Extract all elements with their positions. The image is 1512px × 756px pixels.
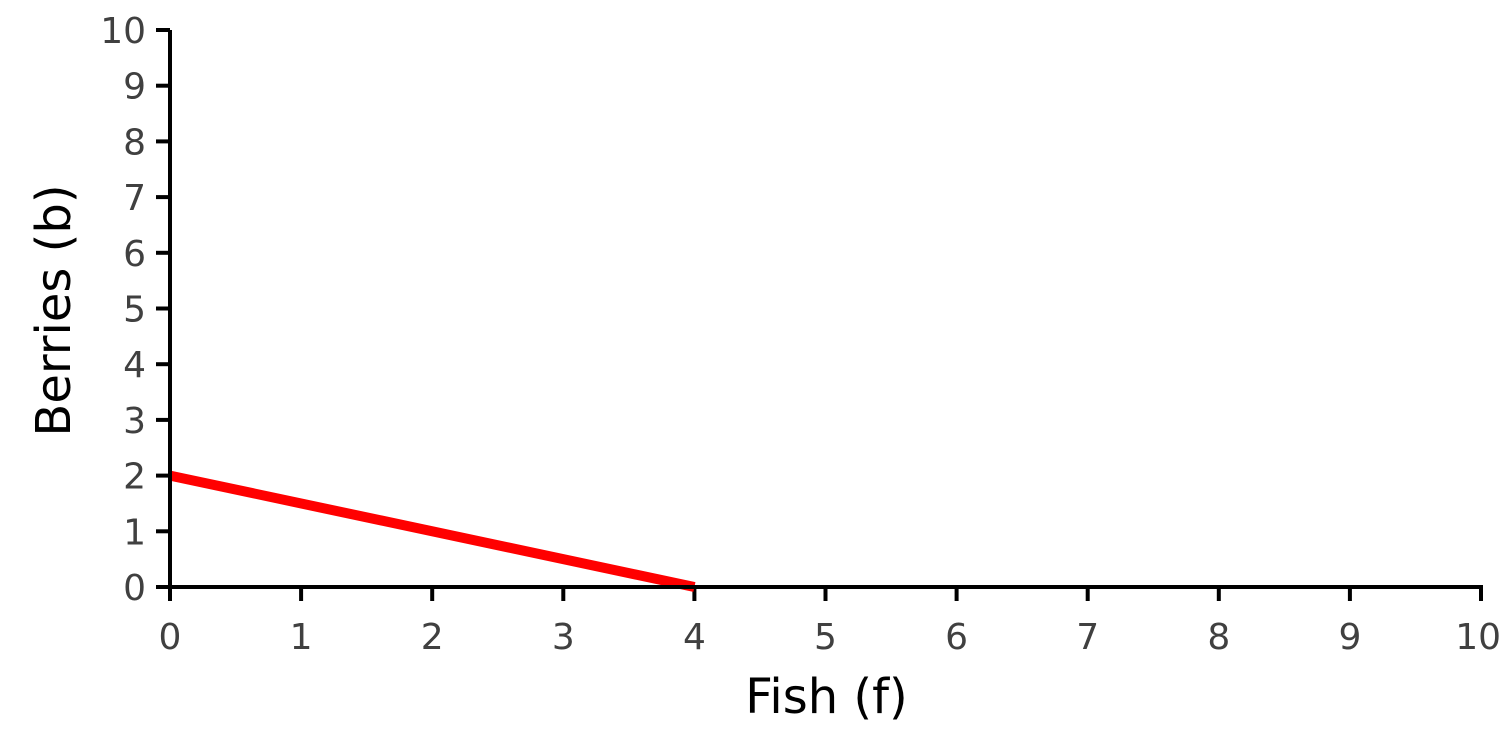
series-line-0: [168, 470, 696, 592]
y-tick-label: 2: [123, 457, 146, 498]
y-axis-title: Berries (b): [26, 184, 82, 436]
y-tick-label: 6: [123, 234, 146, 275]
x-tick-label: 3: [552, 617, 575, 658]
x-axis-title: Fish (f): [745, 669, 908, 725]
x-tick-label: 0: [159, 617, 182, 658]
x-tick-label: 5: [814, 617, 837, 658]
x-tick-label: 10: [1455, 617, 1501, 658]
x-tick-label: 2: [421, 617, 444, 658]
y-tick-label: 10: [100, 11, 146, 52]
y-axis-ticks: 0 1 2 3 4 5 6 7 8 9 10: [100, 11, 170, 609]
x-tick-label: 9: [1338, 617, 1361, 658]
x-tick-label: 8: [1207, 617, 1230, 658]
y-tick-label: 9: [123, 67, 146, 108]
y-tick-label: 1: [123, 512, 146, 553]
x-tick-label: 1: [290, 617, 313, 658]
y-tick-label: 4: [123, 345, 146, 386]
y-tick-label: 0: [123, 568, 146, 609]
y-tick-label: 7: [123, 178, 146, 219]
y-tick-label: 5: [123, 290, 146, 331]
series-layer: [168, 470, 696, 592]
x-tick-label: 6: [945, 617, 968, 658]
x-tick-label: 7: [1076, 617, 1099, 658]
x-axis-ticks: 0 1 2 3 4 5 6 7 8 9 10: [159, 587, 1501, 658]
x-tick-label: 4: [683, 617, 706, 658]
y-tick-label: 8: [123, 122, 146, 163]
y-tick-label: 3: [123, 401, 146, 442]
